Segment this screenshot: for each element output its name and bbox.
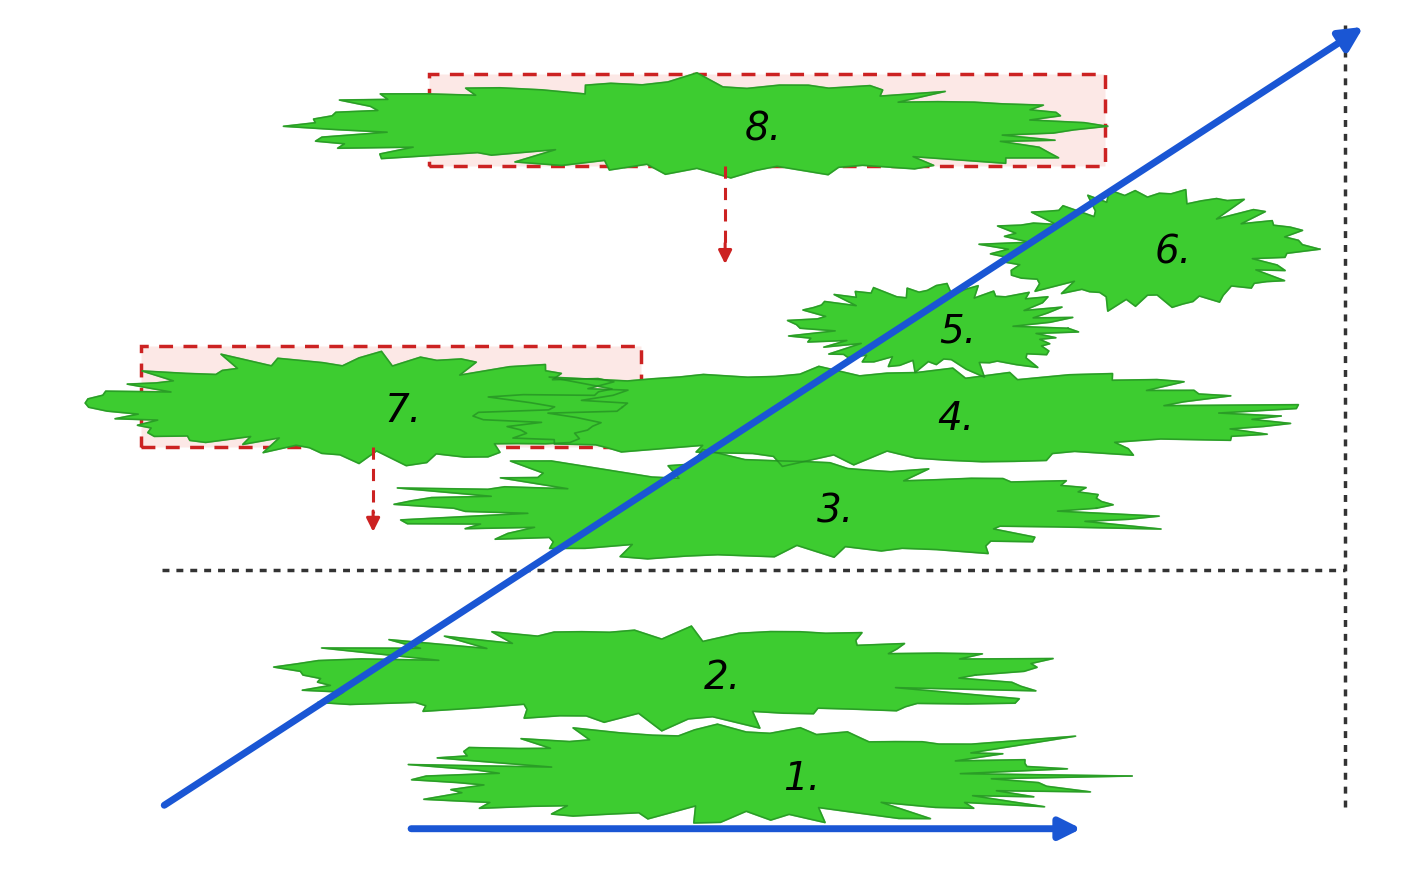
FancyBboxPatch shape bbox=[429, 75, 1105, 167]
Text: 4.: 4. bbox=[936, 400, 974, 438]
Polygon shape bbox=[979, 190, 1319, 312]
Text: 2.: 2. bbox=[704, 659, 741, 696]
Text: 3.: 3. bbox=[817, 492, 853, 530]
Polygon shape bbox=[787, 284, 1079, 378]
Text: 1.: 1. bbox=[783, 759, 821, 797]
Polygon shape bbox=[473, 367, 1298, 467]
FancyBboxPatch shape bbox=[141, 346, 641, 447]
Polygon shape bbox=[394, 450, 1162, 560]
Text: 7.: 7. bbox=[384, 391, 422, 429]
Text: 6.: 6. bbox=[1155, 233, 1191, 272]
Text: 8.: 8. bbox=[745, 111, 781, 148]
Polygon shape bbox=[86, 352, 628, 467]
Polygon shape bbox=[283, 74, 1108, 179]
Polygon shape bbox=[408, 724, 1132, 823]
Text: 5.: 5. bbox=[939, 312, 976, 350]
Polygon shape bbox=[273, 626, 1053, 731]
